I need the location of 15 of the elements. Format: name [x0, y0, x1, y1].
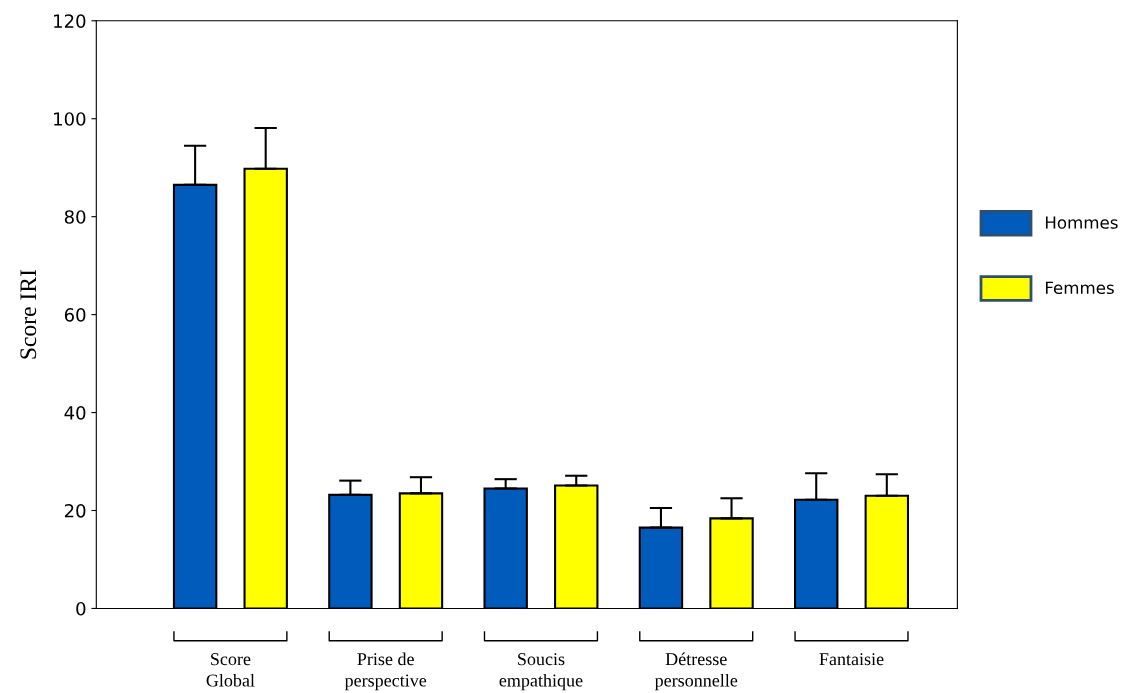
y-tick-label: 80 — [64, 210, 86, 224]
y-tick-label: 0 — [76, 601, 86, 616]
y-tick-label: 120 — [54, 14, 86, 28]
y-tick-label: 40 — [64, 406, 86, 420]
y-tick-label: 60 — [64, 308, 86, 322]
x-tick-label: Détresse personnelle — [654, 652, 738, 691]
y-tick-label: 100 — [54, 112, 86, 126]
x-tick-label: Score Global — [206, 653, 255, 687]
x-tick-label: Fantaisie — [819, 653, 884, 666]
legend-label: Femmes — [1045, 281, 1114, 295]
x-tick-label: Soucis empathique — [499, 653, 583, 691]
x-tick-label: Prise de perspective — [344, 652, 427, 691]
y-axis-title: Score IRI — [20, 269, 37, 359]
legend-label: Hommes — [1045, 216, 1118, 229]
y-tick-label: 20 — [64, 503, 86, 518]
